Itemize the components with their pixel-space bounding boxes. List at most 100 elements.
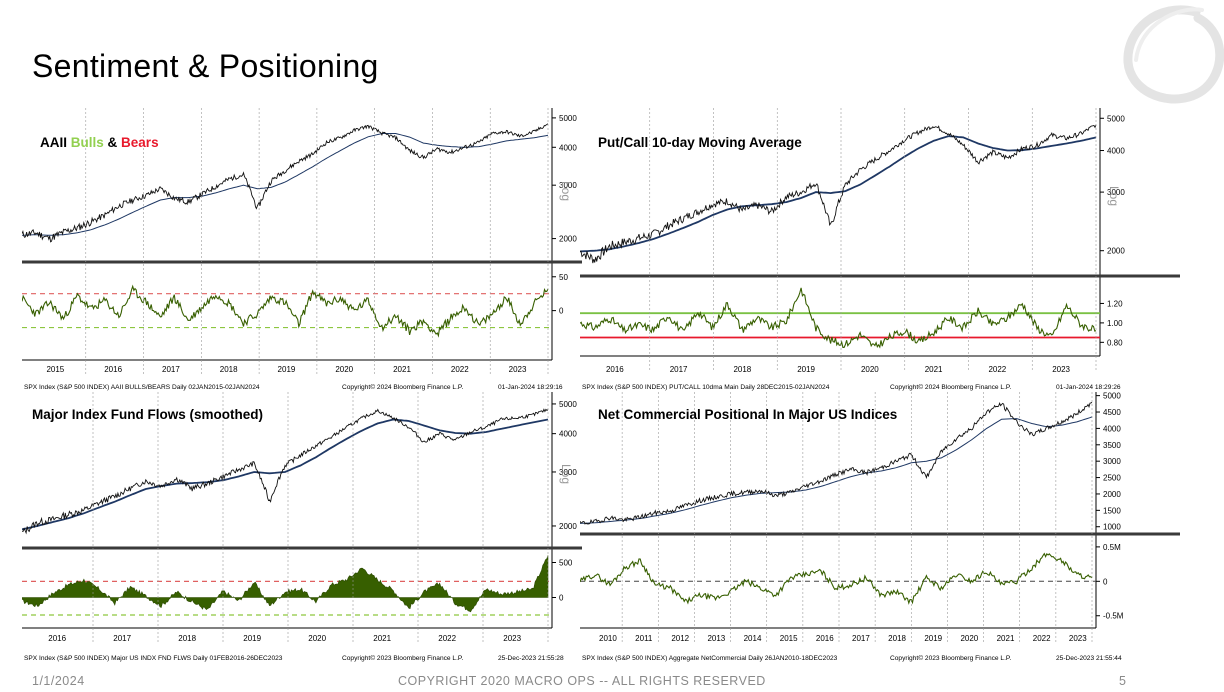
x-tick-label: 2017 bbox=[852, 634, 870, 643]
log-scale-label: Log bbox=[559, 464, 573, 484]
chart-panel-fundflows: 2000 3000 4000 5000 Log 500 0 2016 2017 2018 2019 2… bbox=[22, 392, 582, 666]
chart-footer-source: SPX Index (S&P 500 INDEX) Major US INDX … bbox=[24, 655, 283, 662]
upper-tick-label: 5000 bbox=[559, 114, 577, 123]
chart-netcommercial: 1000 1500 2000 2500 3000 3500 4000 4500 5000 0.5M… bbox=[580, 392, 1180, 662]
x-tick-label: 2015 bbox=[46, 365, 64, 374]
lower-tick-label: 0 bbox=[1103, 577, 1108, 586]
x-tick-label: 2019 bbox=[278, 365, 296, 374]
lower-tick-label: 500 bbox=[559, 559, 573, 568]
title-part: Put/Call 10-day Moving Average bbox=[598, 135, 802, 150]
chart-title-fundflows: Major Index Fund Flows (smoothed) bbox=[32, 407, 263, 422]
x-tick-label: 2016 bbox=[816, 634, 834, 643]
upper-tick-label: 5000 bbox=[1103, 392, 1121, 401]
chart-footer-source: SPX Index (S&P 500 INDEX) AAII BULLS/BEA… bbox=[24, 384, 260, 391]
x-tick-label: 2020 bbox=[861, 365, 879, 374]
x-tick-label: 2023 bbox=[1052, 365, 1070, 374]
upper-tick-label: 4000 bbox=[1107, 147, 1125, 156]
chart-panel-putcall: 2000 3000 4000 5000 Log 1.20 1.00 0.80 2016 2017 2… bbox=[580, 108, 1180, 392]
lower-tick-label: 1.00 bbox=[1107, 319, 1123, 328]
x-tick-label: 2010 bbox=[599, 634, 617, 643]
title-part: AAII bbox=[40, 135, 71, 150]
upper-tick-label: 4000 bbox=[1103, 424, 1121, 433]
log-scale-label: Log bbox=[1107, 186, 1121, 206]
upper-tick-label: 1000 bbox=[1103, 523, 1121, 532]
price-line bbox=[22, 123, 549, 243]
upper-tick-label: 5000 bbox=[559, 400, 577, 409]
title-bears: Bears bbox=[121, 135, 159, 150]
title-bulls: Bulls bbox=[70, 135, 104, 150]
title-part: Net Commercial Positional In Major US In… bbox=[598, 407, 898, 422]
x-tick-label: 2022 bbox=[988, 365, 1006, 374]
upper-tick-label: 4000 bbox=[559, 143, 577, 152]
slide-title: Sentiment & Positioning bbox=[32, 48, 379, 84]
x-tick-label: 2021 bbox=[393, 365, 411, 374]
price-line bbox=[580, 124, 1097, 264]
chart-title-aaii: AAII Bulls & Bears bbox=[40, 135, 159, 150]
x-tick-label: 2019 bbox=[924, 634, 942, 643]
x-tick-label: 2022 bbox=[1033, 634, 1051, 643]
chart-title-putcall: Put/Call 10-day Moving Average bbox=[598, 135, 802, 150]
x-tick-label: 2021 bbox=[997, 634, 1015, 643]
chart-panel-aaii: 2000 3000 4000 5000 Log 50 0 2015 2016 2017 2018 20… bbox=[22, 108, 582, 392]
upper-tick-label: 3000 bbox=[559, 468, 577, 477]
x-tick-label: 2020 bbox=[335, 365, 353, 374]
x-tick-label: 2021 bbox=[925, 365, 943, 374]
chart-panel-netcommercial: 1000 1500 2000 2500 3000 3500 4000 4500 5000 0.5M… bbox=[580, 392, 1180, 666]
chart-footer-timestamp: 25-Dec-2023 21:55:44 bbox=[1056, 655, 1122, 662]
price-line bbox=[580, 401, 1093, 525]
upper-tick-label: 2000 bbox=[559, 522, 577, 531]
x-tick-label: 2016 bbox=[104, 365, 122, 374]
lower-tick-label: 1.20 bbox=[1107, 299, 1123, 308]
x-tick-label: 2018 bbox=[733, 365, 751, 374]
x-tick-label: 2019 bbox=[797, 365, 815, 374]
x-tick-label: 2017 bbox=[670, 365, 688, 374]
x-tick-label: 2018 bbox=[178, 634, 196, 643]
x-tick-label: 2018 bbox=[888, 634, 906, 643]
x-tick-label: 2016 bbox=[48, 634, 66, 643]
x-tick-label: 2013 bbox=[707, 634, 725, 643]
upper-tick-label: 3000 bbox=[1107, 188, 1125, 197]
upper-tick-label: 3000 bbox=[1103, 457, 1121, 466]
chart-footer-timestamp: 01-Jan-2024 18:29:16 bbox=[498, 384, 563, 391]
x-tick-label: 2023 bbox=[1069, 634, 1087, 643]
x-tick-label: 2023 bbox=[503, 634, 521, 643]
title-part: Major Index Fund Flows (smoothed) bbox=[32, 407, 263, 422]
indicator-line bbox=[580, 287, 1097, 349]
x-tick-label: 2018 bbox=[220, 365, 238, 374]
x-tick-label: 2016 bbox=[606, 365, 624, 374]
chart-footer-source: SPX Index (S&P 500 INDEX) Aggregate NetC… bbox=[582, 655, 838, 662]
x-tick-label: 2019 bbox=[243, 634, 261, 643]
x-tick-label: 2017 bbox=[113, 634, 131, 643]
upper-tick-label: 3000 bbox=[559, 181, 577, 190]
lower-tick-label: 0 bbox=[559, 594, 564, 603]
moving-average-line bbox=[22, 418, 549, 531]
upper-tick-label: 4000 bbox=[559, 430, 577, 439]
enso-circle-logo bbox=[1123, 5, 1224, 104]
footer-copyright: COPYRIGHT 2020 MACRO OPS -- ALL RIGHTS R… bbox=[398, 674, 766, 688]
x-tick-label: 2020 bbox=[308, 634, 326, 643]
chart-footer-copyright: Copyright© 2023 Bloomberg Finance L.P. bbox=[890, 654, 1011, 662]
upper-tick-label: 2500 bbox=[1103, 474, 1121, 483]
x-tick-label: 2022 bbox=[451, 365, 469, 374]
chart-footer-timestamp: 25-Dec-2023 21:55:28 bbox=[498, 655, 564, 662]
lower-tick-label: 0.80 bbox=[1107, 338, 1123, 347]
x-tick-label: 2014 bbox=[744, 634, 762, 643]
page-number: 5 bbox=[1119, 674, 1127, 688]
x-tick-label: 2021 bbox=[373, 634, 391, 643]
chart-footer-copyright: Copyright© 2024 Bloomberg Finance L.P. bbox=[342, 383, 463, 391]
chart-aaii: 2000 3000 4000 5000 Log 50 0 2015 2016 2017 2018 20… bbox=[22, 108, 582, 391]
title-part: & bbox=[103, 135, 122, 150]
x-tick-label: 2023 bbox=[509, 365, 527, 374]
log-scale-label: Log bbox=[559, 181, 573, 201]
lower-tick-label: 0 bbox=[559, 307, 564, 316]
upper-tick-label: 5000 bbox=[1107, 114, 1125, 123]
chart-footer-timestamp: 01-Jan-2024 18:29:26 bbox=[1056, 384, 1121, 391]
chart-footer-source: SPX Index (S&P 500 INDEX) PUT/CALL 10dma… bbox=[582, 384, 830, 391]
x-tick-label: 2020 bbox=[960, 634, 978, 643]
x-tick-label: 2022 bbox=[438, 634, 456, 643]
upper-tick-label: 2000 bbox=[1107, 247, 1125, 256]
chart-footer-copyright: Copyright© 2024 Bloomberg Finance L.P. bbox=[890, 383, 1011, 391]
lower-tick-label: 50 bbox=[559, 273, 568, 282]
x-tick-label: 2011 bbox=[635, 634, 653, 643]
